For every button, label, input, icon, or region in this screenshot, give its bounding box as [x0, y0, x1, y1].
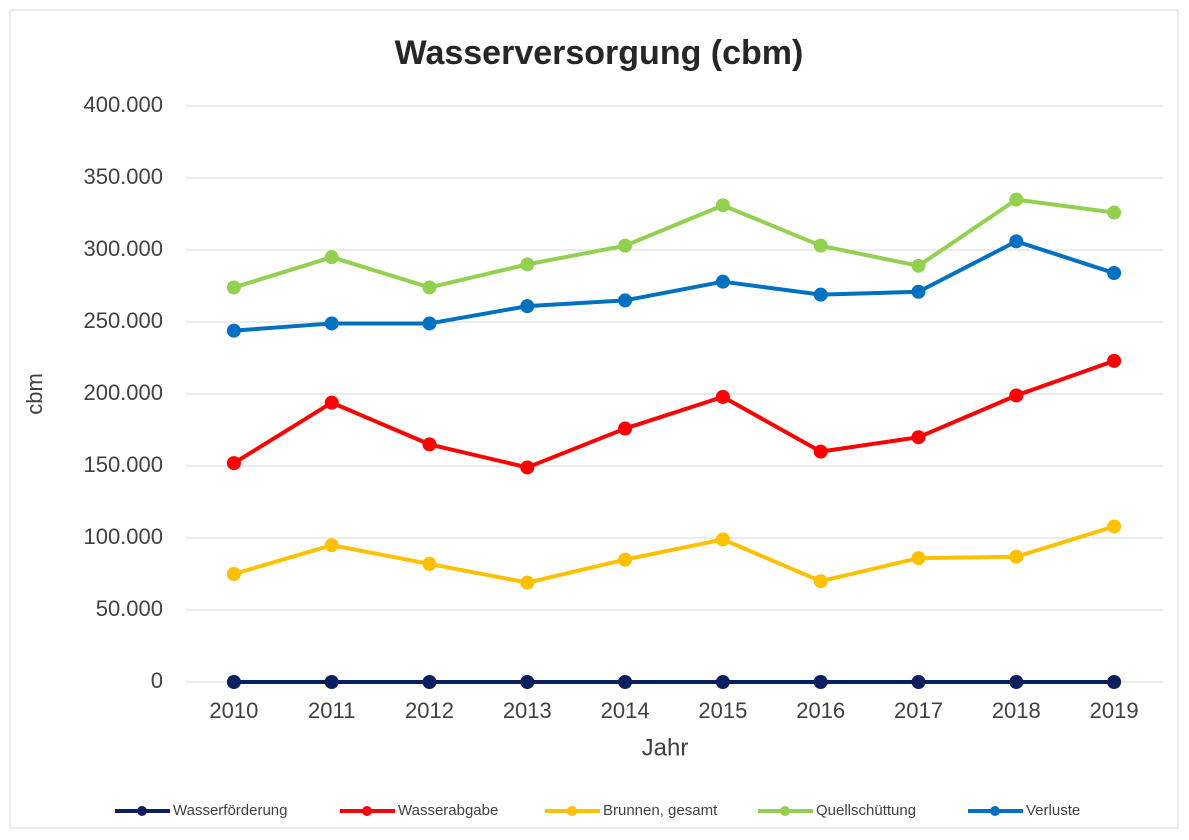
legend-label: Quellschüttung [816, 802, 916, 819]
data-point [1009, 675, 1024, 689]
data-point [520, 299, 535, 314]
series-line [233, 239, 1115, 333]
y-tick-label: 300.000 [83, 236, 163, 261]
data-point [226, 323, 241, 338]
legend-marker [990, 806, 1000, 816]
data-point [1107, 266, 1122, 281]
data-point [618, 293, 633, 308]
data-point [520, 460, 535, 475]
y-tick-label: 400.000 [83, 92, 163, 117]
y-tick-label: 350.000 [83, 164, 163, 189]
data-point [715, 198, 730, 213]
legend-label: Wasserabgabe [398, 802, 498, 819]
legend-label: Wasserförderung [173, 802, 288, 819]
data-point [226, 456, 241, 471]
x-tick-label: 2018 [992, 698, 1041, 723]
data-point [422, 675, 437, 689]
data-point [324, 675, 339, 689]
data-point [618, 238, 633, 253]
y-tick-label: 200.000 [83, 380, 163, 405]
data-point [911, 258, 926, 273]
legend-marker [567, 806, 577, 816]
x-tick-label: 2013 [503, 698, 552, 723]
data-point [1107, 353, 1122, 368]
data-point [813, 444, 828, 459]
data-point [324, 538, 339, 553]
x-tick-label: 2017 [894, 698, 943, 723]
data-point [520, 575, 535, 590]
data-point [715, 532, 730, 547]
y-tick-label: 150.000 [83, 452, 163, 477]
data-point [813, 574, 828, 589]
data-point [618, 421, 633, 436]
x-tick-label: 2016 [796, 698, 845, 723]
y-tick-label: 100.000 [83, 524, 163, 549]
series-line [233, 197, 1115, 290]
data-point [520, 257, 535, 272]
x-tick-label: 2011 [308, 698, 355, 723]
data-point [422, 316, 437, 331]
data-point [226, 567, 241, 581]
data-point [715, 274, 730, 289]
data-point [324, 395, 339, 410]
data-point [1009, 234, 1024, 249]
data-point [715, 675, 730, 689]
data-point [911, 675, 926, 689]
y-axis-label: cbm [22, 373, 47, 415]
series-line [232, 358, 1115, 470]
legend-marker [780, 806, 790, 816]
data-point [1009, 549, 1024, 564]
x-tick-label: 2015 [698, 698, 747, 723]
data-point [715, 389, 730, 404]
data-point [422, 280, 437, 295]
legend-marker [362, 806, 372, 816]
data-point [1107, 205, 1122, 220]
data-point [911, 430, 926, 445]
x-tick-label: 2012 [405, 698, 454, 723]
data-point [1107, 675, 1122, 689]
data-point [1107, 519, 1122, 534]
legend-marker [137, 806, 147, 816]
data-point [1009, 192, 1024, 207]
legend-label: Verluste [1026, 802, 1080, 819]
series-line [233, 524, 1115, 585]
data-point [813, 287, 828, 302]
data-point [226, 675, 241, 689]
legend-label: Brunnen, gesamt [603, 802, 718, 819]
x-axis-label: Jahr [642, 734, 689, 761]
data-point [1009, 388, 1024, 403]
data-point [324, 316, 339, 331]
x-tick-label: 2019 [1090, 698, 1139, 723]
x-tick-label: 2014 [601, 698, 650, 723]
data-point [911, 284, 926, 299]
data-point [618, 552, 633, 567]
y-tick-label: 250.000 [83, 308, 163, 333]
chart-frame [9, 9, 1179, 829]
data-point [226, 280, 241, 295]
data-point [813, 238, 828, 253]
data-point [520, 675, 535, 689]
x-tick-label: 2010 [209, 698, 258, 723]
data-point [422, 556, 437, 571]
chart-title: Wasserversorgung (cbm) [395, 34, 804, 72]
data-point [813, 675, 828, 689]
y-tick-label: 50.000 [96, 596, 163, 621]
y-tick-label: 0 [151, 668, 163, 693]
data-point [618, 675, 633, 689]
data-point [911, 551, 926, 566]
data-point [324, 250, 339, 265]
data-point [422, 437, 437, 452]
